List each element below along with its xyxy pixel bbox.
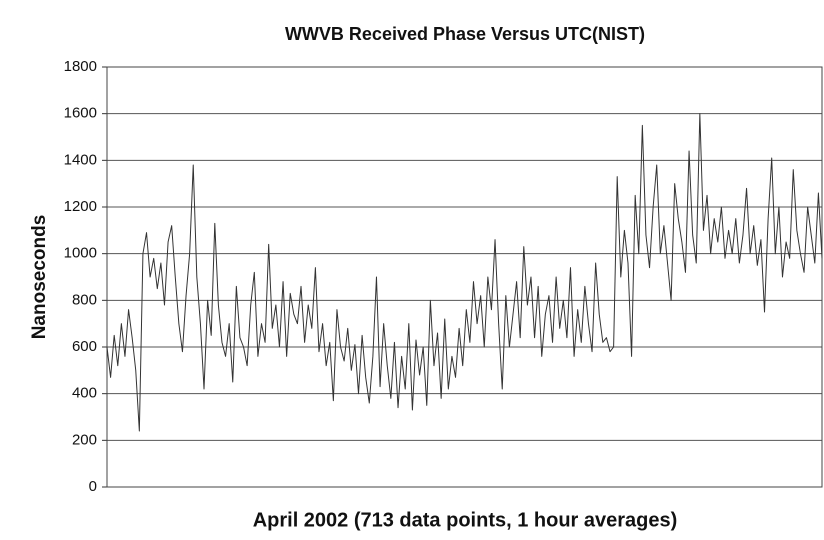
- x-axis-label: April 2002 (713 data points, 1 hour aver…: [253, 509, 678, 531]
- data-line: [106, 113, 823, 432]
- plot-frame: [106, 66, 823, 488]
- y-tick-label: 600: [72, 338, 97, 355]
- y-tick-label: 1200: [64, 198, 97, 215]
- y-tick-label: 1000: [64, 245, 97, 262]
- y-tick-label: 1800: [64, 58, 97, 75]
- y-tick-label: 200: [72, 431, 97, 448]
- y-tick-label: 1600: [64, 105, 97, 122]
- y-tick-label: 0: [89, 478, 97, 495]
- y-tick-label: 800: [72, 291, 97, 308]
- y-axis-label: Nanoseconds: [29, 215, 50, 340]
- chart-title: WWVB Received Phase Versus UTC(NIST): [285, 24, 645, 44]
- y-tick-label: 400: [72, 385, 97, 402]
- y-tick-label: 1400: [64, 151, 97, 168]
